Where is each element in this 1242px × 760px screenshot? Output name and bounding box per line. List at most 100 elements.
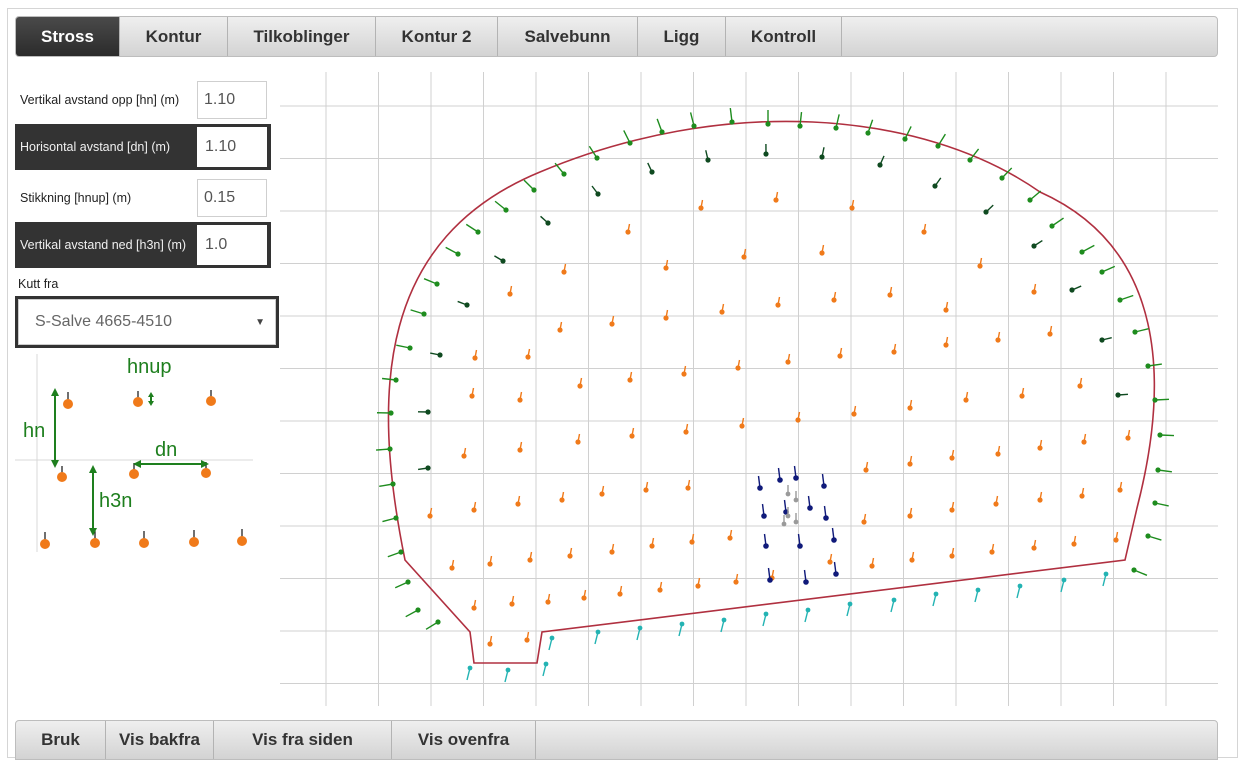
drill-hole	[733, 573, 739, 585]
drill-hole	[949, 501, 955, 513]
drill-hole	[861, 513, 867, 525]
drill-hole	[863, 461, 869, 473]
drill-hole	[540, 215, 551, 226]
drill-hole	[657, 581, 663, 593]
drill-hole	[623, 130, 633, 146]
drill-hole	[1155, 467, 1172, 473]
drill-hole	[1069, 285, 1082, 293]
drill-hole	[1031, 539, 1037, 551]
drill-hole	[943, 301, 949, 313]
chevron-down-icon: ▼	[255, 316, 265, 328]
drill-hole	[887, 286, 893, 298]
vertikal-opp-input[interactable]	[197, 81, 267, 119]
legend-hnup-label: hnup	[127, 356, 172, 378]
drill-hole	[689, 533, 695, 545]
tab-kontur-2[interactable]: Kontur 2	[376, 17, 498, 56]
vis-ovenfra-button[interactable]: Vis ovenfra	[392, 721, 536, 759]
drill-hole	[375, 446, 393, 452]
bottom-toolbar: Bruk Vis bakfra Vis fra siden Vis ovenfr…	[15, 720, 1218, 760]
drill-hole	[891, 343, 897, 355]
tab-tilkoblinger[interactable]: Tilkoblinger	[228, 17, 376, 56]
drill-hole	[823, 505, 829, 521]
drill-hole	[507, 285, 513, 297]
drill-hole	[689, 112, 697, 129]
drill-hole	[681, 365, 687, 377]
drill-hole	[797, 533, 803, 549]
drill-hole	[793, 513, 799, 525]
drill-hole	[594, 629, 601, 645]
field-label: Vertikal avstand opp [hn] (m)	[20, 93, 180, 107]
drill-hole	[819, 244, 825, 256]
drill-hole	[1152, 500, 1169, 507]
drill-hole	[935, 133, 946, 149]
drill-hole	[1102, 571, 1109, 587]
bruk-button[interactable]: Bruk	[16, 721, 106, 759]
drill-hole	[445, 246, 461, 257]
drill-hole	[663, 309, 669, 321]
drill-hole	[683, 423, 689, 435]
drill-hole	[1115, 392, 1129, 398]
drill-hole	[995, 331, 1001, 343]
drill-hole	[877, 155, 885, 168]
drill-hole	[1016, 583, 1023, 599]
drill-hole	[487, 635, 493, 647]
drill-hole	[425, 619, 441, 630]
drill-hole	[999, 167, 1013, 181]
kutt-fra-select[interactable]: S-Salve 4665-4510 ▼	[18, 299, 276, 345]
drill-hole	[757, 475, 763, 491]
drill-hole	[785, 485, 791, 497]
drill-hole	[763, 533, 769, 549]
vertikal-ned-input[interactable]	[197, 225, 267, 265]
top-tab-bar: Stross Kontur Tilkoblinger Kontur 2 Salv…	[15, 16, 1218, 57]
drill-hole	[720, 617, 727, 633]
drill-hole	[921, 223, 927, 235]
drill-hole	[465, 223, 481, 235]
stikkning-input[interactable]	[197, 179, 267, 217]
drill-hole	[865, 119, 874, 136]
vis-fra-siden-button[interactable]: Vis fra siden	[214, 721, 392, 759]
tab-kontroll[interactable]: Kontroll	[726, 17, 842, 56]
legend-h3n-label: h3n	[99, 490, 133, 512]
drill-hole	[561, 263, 567, 275]
drill-hole	[1071, 535, 1077, 547]
drill-hole	[804, 607, 811, 623]
drill-hole	[977, 257, 983, 269]
drill-hole	[457, 300, 470, 308]
drill-hole	[523, 179, 537, 193]
drill-hole	[524, 631, 530, 643]
drill-hole	[869, 557, 875, 569]
drill-hole	[376, 410, 394, 416]
tab-kontur[interactable]: Kontur	[120, 17, 228, 56]
drill-hole	[663, 259, 669, 271]
background-grid	[280, 72, 1218, 706]
field-label: Stikkning [hnup] (m)	[20, 191, 132, 205]
drill-hole	[509, 595, 515, 607]
drill-hole	[963, 391, 969, 403]
tab-ligg[interactable]: Ligg	[638, 17, 726, 56]
kutt-fra-select-wrap: S-Salve 4665-4510 ▼	[15, 296, 279, 348]
drill-hole	[763, 143, 769, 157]
drill-hole	[627, 371, 633, 383]
legend-holes	[40, 390, 247, 549]
drill-hole	[803, 569, 809, 585]
drill-hole	[1145, 533, 1162, 541]
drill-hole	[793, 491, 799, 503]
drill-hole	[762, 611, 769, 627]
horisontal-input[interactable]	[197, 127, 267, 167]
drill-hole	[625, 223, 631, 235]
drill-hole	[821, 473, 827, 489]
drill-holes	[375, 108, 1175, 683]
legend-svg	[15, 354, 253, 552]
drill-hole	[781, 515, 787, 527]
vis-bakfra-button[interactable]: Vis bakfra	[106, 721, 214, 759]
drill-hole	[494, 200, 509, 213]
tab-salvebunn[interactable]: Salvebunn	[498, 17, 638, 56]
drill-hole	[418, 465, 431, 471]
tab-stross[interactable]: Stross	[16, 17, 120, 56]
drill-hole	[785, 353, 791, 365]
drill-hole	[636, 625, 643, 641]
drill-hole	[396, 344, 413, 351]
drill-hole	[545, 593, 551, 605]
legend-arrows	[51, 388, 209, 536]
